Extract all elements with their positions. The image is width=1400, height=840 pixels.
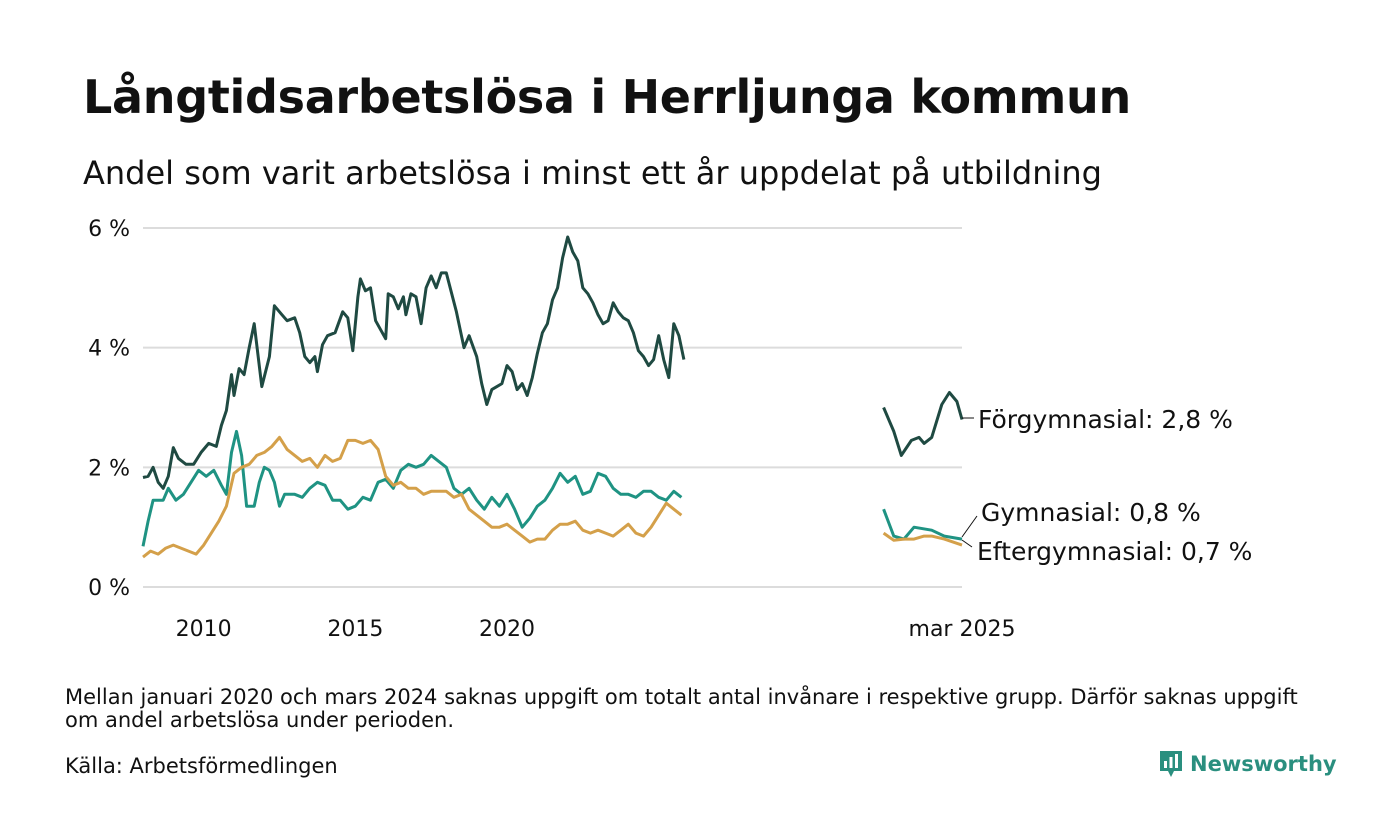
y-tick-label: 0 %	[88, 576, 130, 601]
series-end-labels: Förgymnasial: 2,8 % Gymnasial: 0,8 % Efter…	[961, 405, 1252, 566]
series-line-eftergymnasial	[882, 531, 963, 547]
chart-subtitle: Andel som varit arbetslösa i minst ett å…	[83, 154, 1102, 192]
series-line-gymnasial	[882, 508, 963, 541]
y-tick-label: 2 %	[88, 456, 130, 481]
y-tick-label: 6 %	[88, 217, 130, 242]
series-line-eftergymnasial	[142, 435, 683, 559]
x-tick-label: 2015	[327, 617, 383, 642]
series-line-gymnasial	[141, 429, 683, 547]
series-end-label: Gymnasial: 0,8 %	[981, 498, 1201, 527]
footnote: Mellan januari 2020 och mars 2024 saknas…	[65, 685, 1298, 732]
x-tick-label: mar 2025	[909, 617, 1016, 642]
brand-name: Newsworthy	[1190, 752, 1337, 776]
newsworthy-logo-icon	[1160, 751, 1182, 777]
x-axis-tick-labels: 2010 2015 2020 mar 2025	[176, 617, 1016, 642]
series-end-label: Förgymnasial: 2,8 %	[978, 405, 1233, 434]
series-lines	[141, 235, 964, 559]
series-end-label: Eftergymnasial: 0,7 %	[977, 537, 1252, 566]
series-line-förgymnasial	[142, 235, 686, 490]
y-tick-label: 4 %	[88, 337, 130, 362]
series-line-förgymnasial	[882, 391, 964, 457]
x-tick-label: 2020	[479, 617, 535, 642]
label-leader-line	[961, 515, 978, 538]
chart-title: Långtidsarbetslösa i Herrljunga kommun	[83, 70, 1131, 124]
gridlines	[143, 227, 962, 588]
line-chart: 0 % 2 % 4 % 6 % 2010 2015 2020 mar 2025 Förgym…	[88, 217, 1252, 642]
y-axis-tick-labels: 0 % 2 % 4 % 6 %	[88, 217, 130, 601]
x-tick-label: 2010	[176, 617, 232, 642]
source-label: Källa: Arbetsförmedlingen	[65, 754, 338, 778]
label-leader-line	[961, 539, 973, 548]
brand-logo[interactable]: Newsworthy	[1158, 748, 1337, 780]
